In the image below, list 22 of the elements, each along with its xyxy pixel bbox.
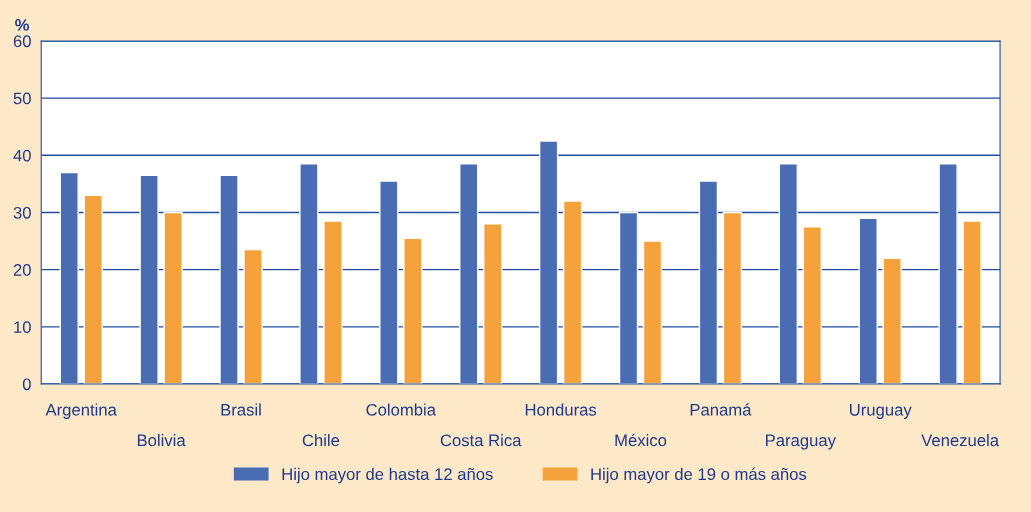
x-tick-label: Uruguay: [850, 404, 912, 419]
x-tick-label: Bolivia: [137, 434, 186, 447]
x-tick-label: Panamá: [690, 403, 752, 416]
x-tick-label: Chile: [302, 434, 340, 447]
y-tick-label: 20: [13, 264, 31, 276]
x-tick-label: Honduras: [525, 403, 597, 416]
y-axis-title: %: [15, 19, 30, 31]
legend-label: Hijo mayor de 19 o más años: [591, 467, 807, 484]
y-tick-label: 50: [13, 92, 31, 105]
y-tick-label: 30: [13, 206, 31, 219]
x-tick-label: Colombia: [366, 403, 436, 416]
x-tick-label: México: [615, 433, 667, 447]
y-tick-label: 60: [13, 35, 31, 48]
x-tick-label: Paraguay: [766, 434, 836, 450]
y-tick-label: 0: [22, 378, 31, 391]
x-tick-label: Argentina: [45, 403, 117, 419]
x-tick-label: Costa Rica: [440, 434, 522, 447]
y-tick-label: 10: [14, 321, 31, 334]
x-tick-label: Venezuela: [921, 434, 1000, 447]
legend-label: Hijo mayor de hasta 12 años: [282, 467, 493, 484]
y-tick-label: 40: [13, 149, 31, 162]
x-tick-label: Brasil: [221, 403, 261, 416]
